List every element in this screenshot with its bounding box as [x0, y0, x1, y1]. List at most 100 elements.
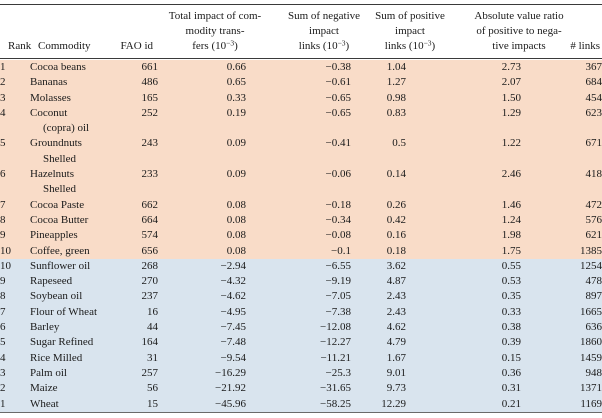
header-total-impact-line1: Total impact of com-: [168, 10, 262, 22]
header-total-impact-line3-post: ): [234, 40, 238, 52]
negative-links-cell: −0.06: [325, 168, 351, 181]
negative-links-cell: −9.19: [325, 275, 351, 288]
negative-links-cell: −0.61: [325, 76, 351, 89]
negative-links-cell: −12.27: [320, 336, 351, 349]
ratio-cell: 0.39: [501, 336, 521, 349]
ratio-cell: 0.31: [501, 382, 521, 395]
num-links-cell: 636: [585, 321, 602, 334]
commodity-name: Barley: [30, 321, 60, 334]
negative-links-cell: −0.65: [325, 91, 351, 104]
total-impact-cell: −4.62: [220, 290, 246, 303]
commodity-cell: Rice Milled: [30, 351, 122, 366]
commodity-cell: Soybean oil: [30, 289, 122, 304]
num-links-cell: 671: [585, 137, 602, 150]
total-impact-cell: 0.09: [226, 137, 246, 150]
table-row: 2 Maize 56 −21.92 −31.65 9.73 0.31 1371: [0, 381, 602, 397]
commodity-cell: Cocoa Paste: [30, 198, 122, 213]
table-row: 6 Barley 44 −7.45 −12.08 4.62 0.38 636: [0, 320, 602, 336]
positive-links-cell: 0.26: [386, 198, 406, 211]
commodity-cell: Sugar Refined: [30, 335, 122, 350]
rank-cell: 10: [0, 244, 11, 257]
table-row: 9 Pineapples 574 0.08 −0.08 0.16 1.98 62…: [0, 228, 602, 244]
rank-cell: 6: [0, 321, 6, 334]
rank-cell: 6: [0, 168, 6, 181]
rank-cell: 8: [0, 290, 6, 303]
table-top-rule: [0, 4, 602, 5]
ratio-cell: 0.35: [501, 290, 521, 303]
total-impact-cell: −4.32: [220, 275, 246, 288]
ratio-cell: 2.07: [501, 76, 521, 89]
fao-id-cell: 574: [141, 229, 159, 242]
fao-id-cell: 16: [147, 305, 158, 318]
commodity-name-line2: Shelled: [43, 183, 76, 196]
header-positive-links-line1: Sum of positive: [375, 10, 445, 22]
commodity-name: Coconut: [30, 106, 68, 119]
negative-links-cell: −7.38: [325, 305, 351, 318]
commodity-cell: Coffee, green: [30, 244, 122, 259]
header-num-links: # links: [570, 40, 600, 52]
table-body: 1 Cocoa beans 661 0.66 −0.38 1.04 2.73 3…: [0, 60, 602, 412]
ratio-cell: 1.75: [501, 244, 521, 257]
table-row: 5 Sugar Refined 164 −7.48 −12.27 4.79 0.…: [0, 335, 602, 351]
total-impact-cell: −21.92: [215, 382, 246, 395]
fao-id-cell: 31: [147, 351, 158, 364]
table-bottom-rule: [0, 412, 602, 413]
commodity-cell: Flour of Wheat: [30, 305, 122, 320]
total-impact-cell: 0.08: [226, 229, 246, 242]
rank-cell: 5: [0, 336, 6, 349]
negative-links-cell: −0.41: [325, 137, 351, 150]
rank-cell: 4: [0, 351, 6, 364]
table-row: 7 Cocoa Paste 662 0.08 −0.18 0.26 1.46 4…: [0, 197, 602, 213]
fao-id-cell: 165: [141, 91, 159, 104]
table-row: 10 Coffee, green 656 0.08 −0.1 0.18 1.75…: [0, 243, 602, 259]
commodity-name: Soybean oil: [30, 290, 83, 303]
table-row: 4 Coconut (copra) oil 252 0.19 −0.65 0.8…: [0, 105, 602, 137]
header-negative-links-line3: links (10−3): [288, 39, 360, 54]
num-links-cell: 478: [585, 275, 602, 288]
rank-cell: 2: [0, 382, 6, 395]
ratio-cell: 1.46: [501, 198, 521, 211]
header-negative-links-line2: impact: [309, 25, 339, 37]
commodity-name: Sugar Refined: [30, 336, 94, 349]
table-row: 8 Cocoa Butter 664 0.08 −0.34 0.42 1.24 …: [0, 212, 602, 229]
table-row: 10 Sunflower oil 268 −2.94 −6.55 3.62 0.…: [0, 258, 602, 275]
total-impact-cell: 0.66: [226, 61, 246, 73]
fao-id-cell: 56: [147, 382, 158, 395]
exponent-superscript: −3: [226, 38, 235, 48]
ratio-cell: 0.36: [501, 366, 521, 379]
commodity-name: Wheat: [30, 397, 59, 410]
fao-id-cell: 270: [141, 275, 159, 288]
ratio-cell: 1.50: [501, 91, 521, 104]
num-links-cell: 897: [585, 290, 602, 303]
ratio-cell: 1.22: [501, 137, 521, 150]
num-links-cell: 1371: [580, 382, 602, 395]
table-row: 7 Flour of Wheat 16 −4.95 −7.38 2.43 0.3…: [0, 304, 602, 321]
table-row: 1 Cocoa beans 661 0.66 −0.38 1.04 2.73 3…: [0, 60, 602, 76]
fao-id-cell: 15: [147, 397, 158, 410]
total-impact-cell: −7.45: [220, 321, 246, 334]
rank-cell: 5: [0, 137, 6, 150]
header-commodity: Commodity: [38, 40, 91, 52]
commodity-cell: Groundnuts Shelled: [30, 136, 122, 167]
positive-links-cell: 9.73: [386, 382, 406, 395]
commodity-cell: Pineapples: [30, 228, 122, 243]
num-links-cell: 454: [585, 91, 602, 104]
rank-cell: 9: [0, 229, 6, 242]
fao-id-cell: 268: [141, 259, 159, 272]
commodity-name: Groundnuts: [30, 137, 82, 150]
header-positive-links: Sum of positive impact links (10−3): [375, 9, 445, 54]
positive-links-cell: 0.16: [386, 229, 406, 242]
positive-links-cell: 4.79: [386, 336, 406, 349]
commodity-name: Hazelnuts: [30, 168, 74, 181]
table-row: 9 Rapeseed 270 −4.32 −9.19 4.87 0.53 478: [0, 274, 602, 290]
positive-links-cell: 0.83: [386, 106, 406, 119]
positive-links-cell: 2.43: [386, 305, 406, 318]
fao-id-cell: 656: [141, 244, 159, 257]
num-links-cell: 1385: [580, 244, 602, 257]
table-row: 4 Rice Milled 31 −9.54 −11.21 1.67 0.15 …: [0, 350, 602, 366]
rank-cell: 9: [0, 275, 6, 288]
header-positive-links-line3: links (10−3): [375, 39, 445, 54]
fao-id-cell: 252: [141, 106, 159, 119]
rank-cell: 4: [0, 106, 6, 119]
commodity-name-line2: (copra) oil: [43, 122, 90, 135]
